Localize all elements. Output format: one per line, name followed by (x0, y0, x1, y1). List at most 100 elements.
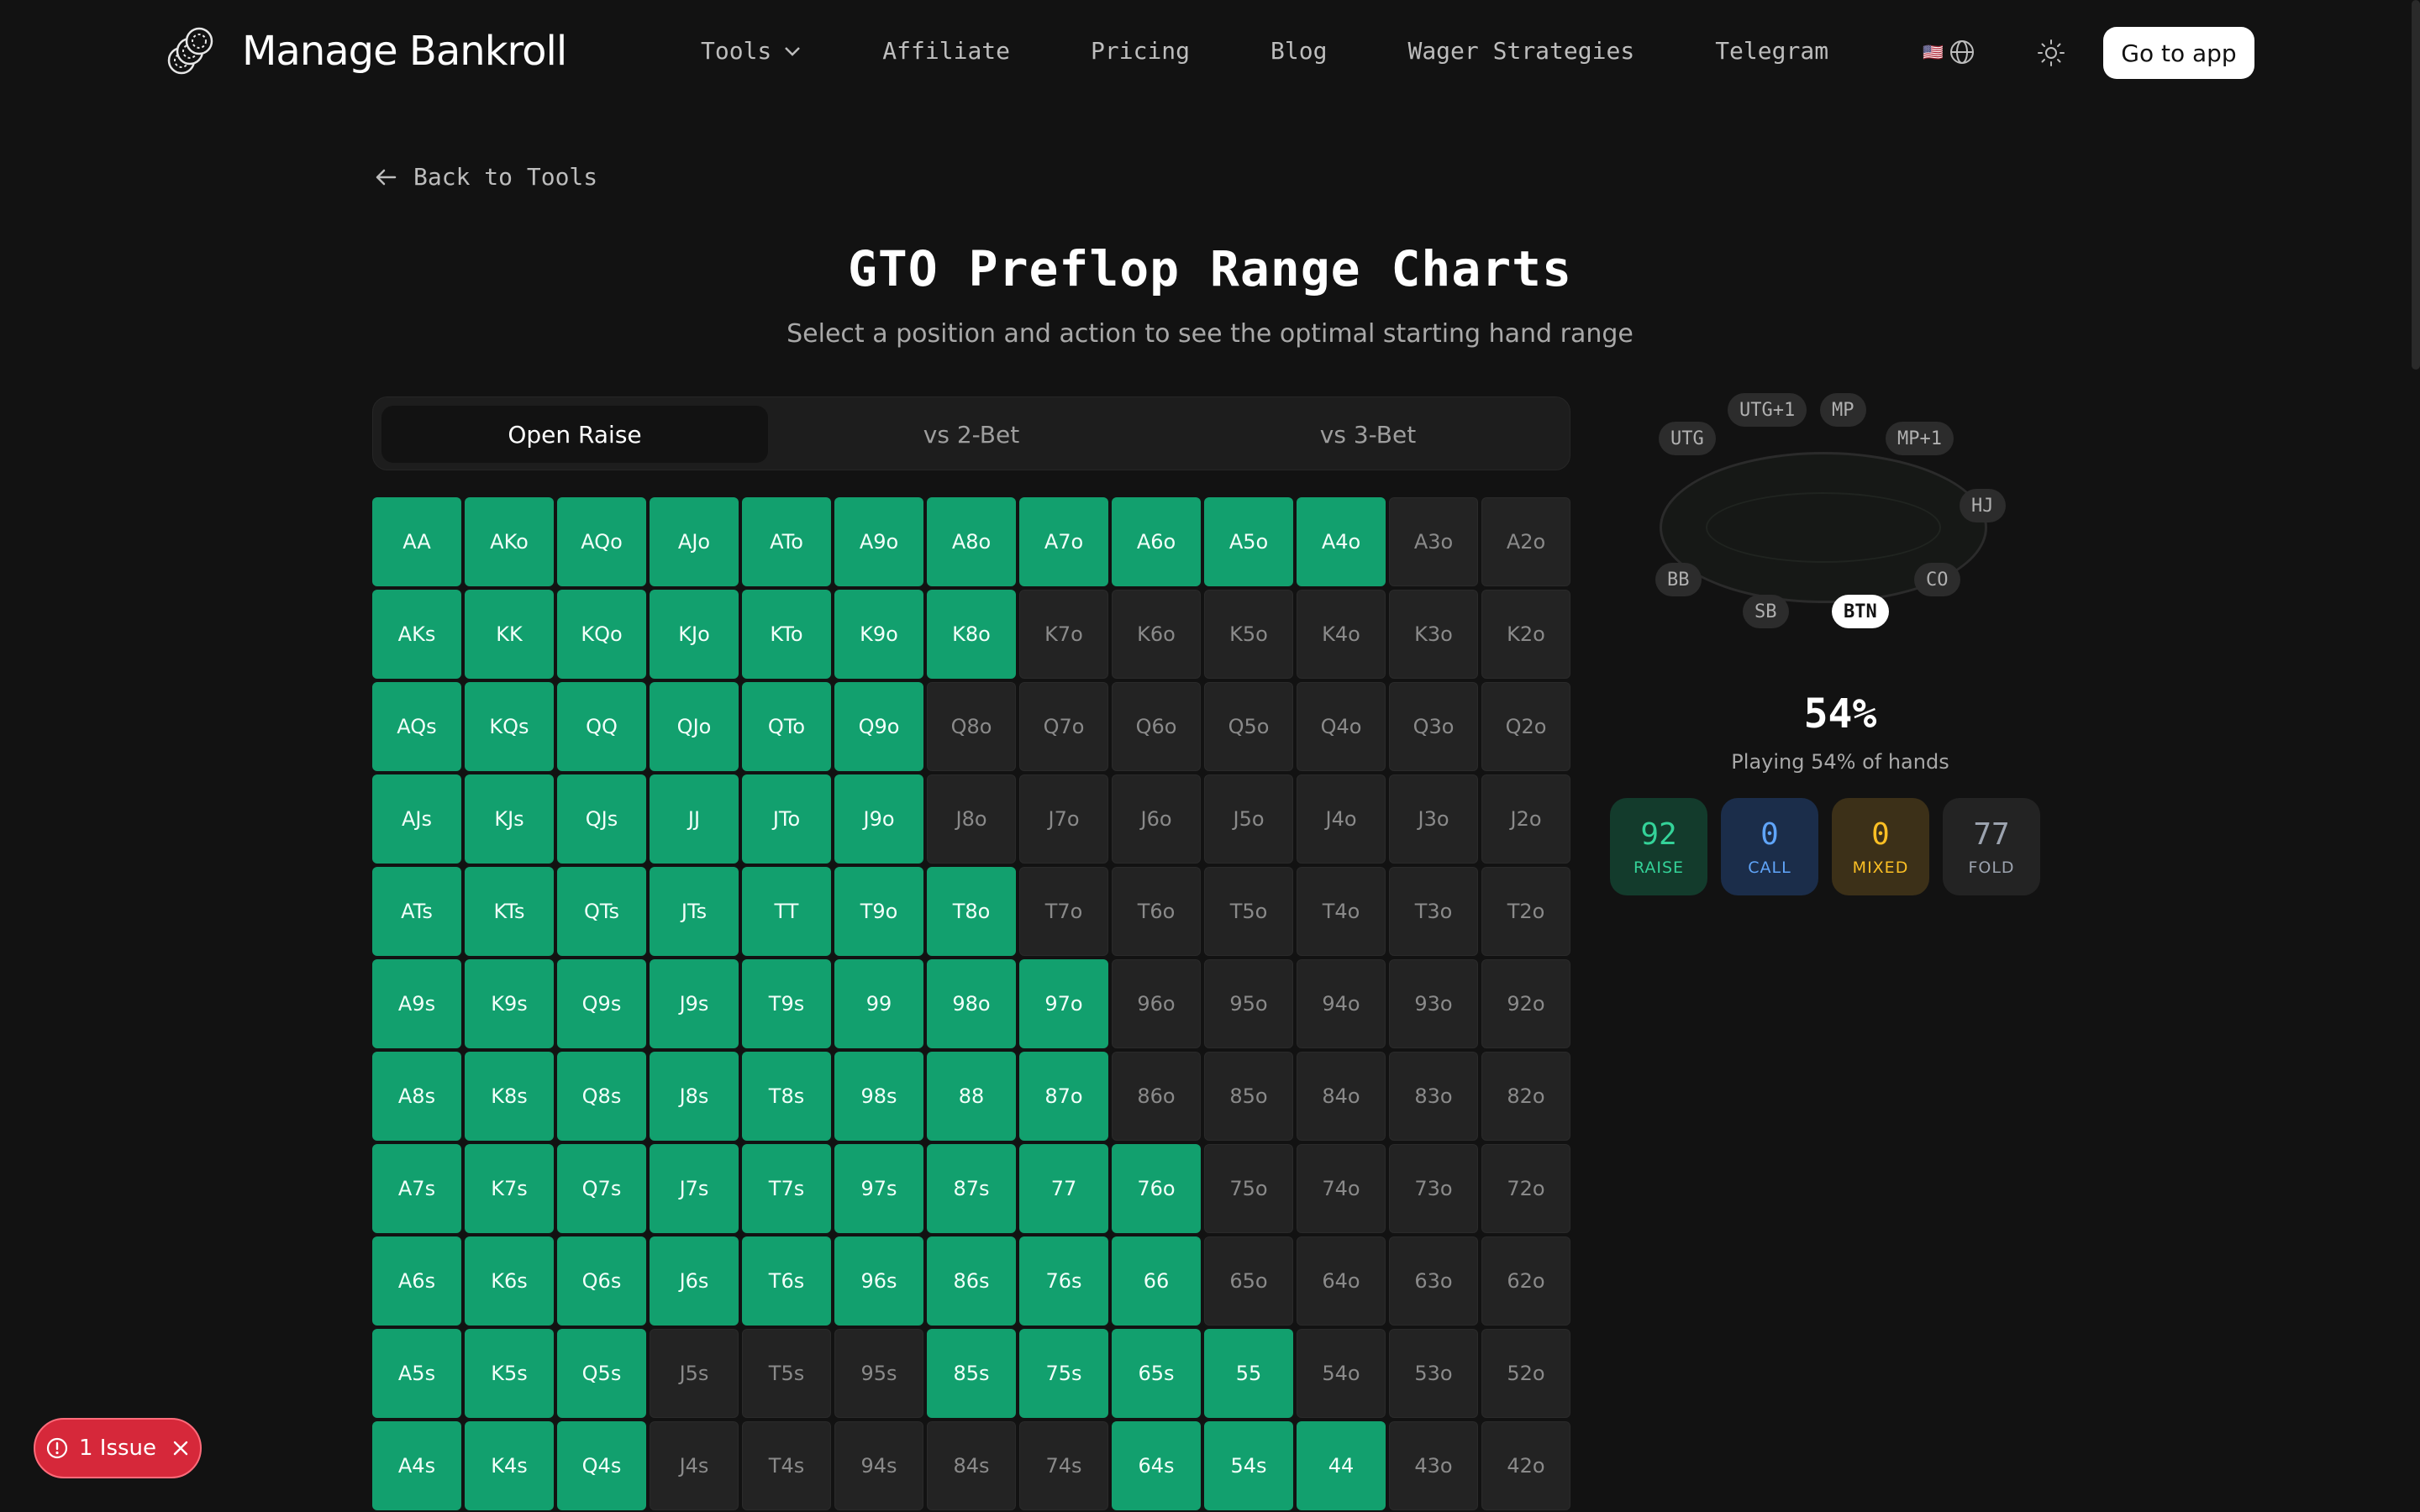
hand-cell[interactable]: A8o (927, 497, 1016, 586)
hand-cell[interactable]: 53o (1389, 1329, 1478, 1418)
hand-cell[interactable]: 63o (1389, 1236, 1478, 1326)
hand-cell[interactable]: J4o (1297, 774, 1386, 864)
hand-cell[interactable]: AQo (557, 497, 646, 586)
hand-cell[interactable]: KQo (557, 590, 646, 679)
hand-cell[interactable]: 43o (1389, 1421, 1478, 1510)
hand-cell[interactable]: Q4o (1297, 682, 1386, 771)
issue-badge[interactable]: 1 Issue (34, 1418, 202, 1478)
go-to-app-button[interactable]: Go to app (2103, 27, 2254, 79)
hand-cell[interactable]: 87o (1019, 1052, 1108, 1141)
hand-cell[interactable]: Q2o (1481, 682, 1570, 771)
hand-cell[interactable]: A4o (1297, 497, 1386, 586)
hand-cell[interactable]: K3o (1389, 590, 1478, 679)
hand-cell[interactable]: JTs (650, 867, 739, 956)
hand-cell[interactable]: J2o (1481, 774, 1570, 864)
hand-cell[interactable]: QTs (557, 867, 646, 956)
nav-tools[interactable]: Tools (701, 37, 802, 65)
hand-cell[interactable]: 85s (927, 1329, 1016, 1418)
logo-link[interactable]: Manage Bankroll (165, 25, 567, 77)
hand-cell[interactable]: 95o (1204, 959, 1293, 1048)
hand-cell[interactable]: Q5s (557, 1329, 646, 1418)
hand-cell[interactable]: T4s (742, 1421, 831, 1510)
hand-cell[interactable]: J3o (1389, 774, 1478, 864)
hand-cell[interactable]: KK (465, 590, 554, 679)
hand-cell[interactable]: A6o (1112, 497, 1201, 586)
hand-cell[interactable]: K4o (1297, 590, 1386, 679)
hand-cell[interactable]: 65s (1112, 1329, 1201, 1418)
seat-btn[interactable]: BTN (1832, 595, 1889, 628)
seat-hj[interactable]: HJ (1960, 489, 2006, 522)
hand-cell[interactable]: 94s (834, 1421, 923, 1510)
hand-cell[interactable]: 52o (1481, 1329, 1570, 1418)
hand-cell[interactable]: K4s (465, 1421, 554, 1510)
hand-cell[interactable]: K5o (1204, 590, 1293, 679)
hand-cell[interactable]: 85o (1204, 1052, 1293, 1141)
hand-cell[interactable]: KJs (465, 774, 554, 864)
hand-cell[interactable]: 73o (1389, 1144, 1478, 1233)
hand-cell[interactable]: QTo (742, 682, 831, 771)
hand-cell[interactable]: Q7o (1019, 682, 1108, 771)
hand-cell[interactable]: 42o (1481, 1421, 1570, 1510)
hand-cell[interactable]: 74o (1297, 1144, 1386, 1233)
hand-cell[interactable]: T8o (927, 867, 1016, 956)
hand-cell[interactable]: 98o (927, 959, 1016, 1048)
hand-cell[interactable]: T5s (742, 1329, 831, 1418)
hand-cell[interactable]: AKs (372, 590, 461, 679)
hand-cell[interactable]: J4s (650, 1421, 739, 1510)
hand-cell[interactable]: Q6s (557, 1236, 646, 1326)
hand-cell[interactable]: KQs (465, 682, 554, 771)
hand-cell[interactable]: 96o (1112, 959, 1201, 1048)
hand-cell[interactable]: 97s (834, 1144, 923, 1233)
theme-toggle-sun-icon[interactable] (2037, 39, 2065, 67)
hand-cell[interactable]: 98s (834, 1052, 923, 1141)
hand-cell[interactable]: 84s (927, 1421, 1016, 1510)
seat-sb[interactable]: SB (1743, 595, 1789, 628)
hand-cell[interactable]: 97o (1019, 959, 1108, 1048)
hand-cell[interactable]: J7o (1019, 774, 1108, 864)
hand-cell[interactable]: 95s (834, 1329, 923, 1418)
hand-cell[interactable]: Q9s (557, 959, 646, 1048)
hand-cell[interactable]: A8s (372, 1052, 461, 1141)
hand-cell[interactable]: K7o (1019, 590, 1108, 679)
nav-wager-strategies[interactable]: Wager Strategies (1407, 37, 1635, 65)
hand-cell[interactable]: ATo (742, 497, 831, 586)
hand-cell[interactable]: 92o (1481, 959, 1570, 1048)
hand-cell[interactable]: 83o (1389, 1052, 1478, 1141)
back-to-tools-link[interactable]: Back to Tools (373, 163, 597, 191)
hand-cell[interactable]: K2o (1481, 590, 1570, 679)
hand-cell[interactable]: 65o (1204, 1236, 1293, 1326)
hand-cell[interactable]: Q8o (927, 682, 1016, 771)
hand-cell[interactable]: K5s (465, 1329, 554, 1418)
hand-cell[interactable]: KJo (650, 590, 739, 679)
hand-cell[interactable]: 75s (1019, 1329, 1108, 1418)
hand-cell[interactable]: Q3o (1389, 682, 1478, 771)
tab-vs-2-bet[interactable]: vs 2-Bet (923, 420, 1020, 449)
tab-vs-3-bet[interactable]: vs 3-Bet (1319, 420, 1417, 449)
hand-cell[interactable]: 77 (1019, 1144, 1108, 1233)
hand-cell[interactable]: 93o (1389, 959, 1478, 1048)
seat-co[interactable]: CO (1914, 563, 1960, 596)
hand-cell[interactable]: K8s (465, 1052, 554, 1141)
hand-cell[interactable]: 64s (1112, 1421, 1201, 1510)
hand-cell[interactable]: AKo (465, 497, 554, 586)
seat-mp-plus-1[interactable]: MP+1 (1886, 422, 1954, 455)
hand-cell[interactable]: 84o (1297, 1052, 1386, 1141)
hand-cell[interactable]: 94o (1297, 959, 1386, 1048)
hand-cell[interactable]: A5o (1204, 497, 1293, 586)
hand-cell[interactable]: K7s (465, 1144, 554, 1233)
hand-cell[interactable]: 54o (1297, 1329, 1386, 1418)
hand-cell[interactable]: AA (372, 497, 461, 586)
hand-cell[interactable]: ATs (372, 867, 461, 956)
hand-cell[interactable]: K8o (927, 590, 1016, 679)
hand-cell[interactable]: T6s (742, 1236, 831, 1326)
hand-cell[interactable]: T9o (834, 867, 923, 956)
seat-utg-plus-1[interactable]: UTG+1 (1728, 393, 1807, 427)
tab-open-raise[interactable]: Open Raise (381, 406, 768, 463)
hand-cell[interactable]: 86o (1112, 1052, 1201, 1141)
hand-cell[interactable]: Q8s (557, 1052, 646, 1141)
hand-cell[interactable]: 72o (1481, 1144, 1570, 1233)
hand-cell[interactable]: A5s (372, 1329, 461, 1418)
hand-cell[interactable]: A4s (372, 1421, 461, 1510)
hand-cell[interactable]: T2o (1481, 867, 1570, 956)
nav-pricing[interactable]: Pricing (1091, 37, 1191, 65)
